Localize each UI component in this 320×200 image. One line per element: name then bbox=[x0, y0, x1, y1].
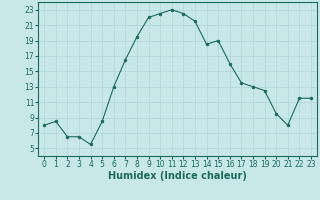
X-axis label: Humidex (Indice chaleur): Humidex (Indice chaleur) bbox=[108, 171, 247, 181]
